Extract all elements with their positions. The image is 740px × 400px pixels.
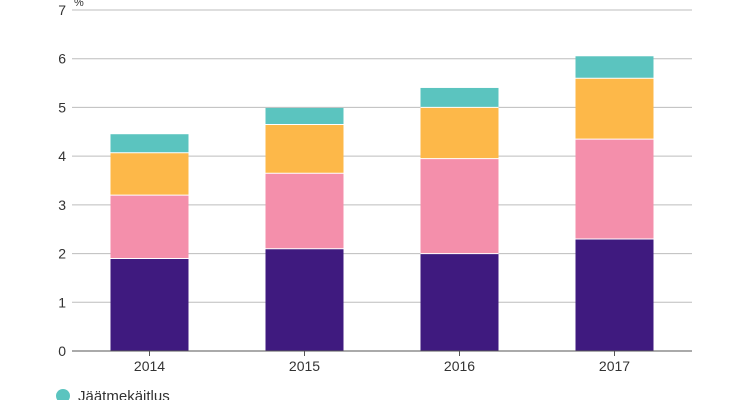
bar-segment-series-2 [575,139,654,239]
y-axis-unit: % [74,0,84,9]
bar-segment-series-2 [110,195,189,259]
bar-segment-series-3 [110,152,189,196]
bar-segment-series-3 [575,78,654,140]
y-tick-label: 6 [58,51,66,67]
y-tick-label: 0 [58,343,66,359]
legend-label: Jäätmekäitlus [78,388,170,400]
bar-segment-series-1 [575,238,654,351]
x-tick-label: 2015 [289,358,320,374]
bar-segment-series-3 [265,124,344,174]
bar-segment-series-4 [420,87,499,108]
legend-swatch [56,389,70,400]
x-tick-label: 2017 [599,358,630,374]
bar-segment-series-3 [420,107,499,159]
bar-segment-series-1 [110,258,189,351]
bars [110,56,654,351]
bar-segment-series-4 [110,134,189,153]
x-tick-label: 2016 [444,358,475,374]
y-axis: 0 1 2 3 4 5 6 7 [58,2,66,359]
y-tick-label: 2 [58,246,66,262]
bar-segment-series-1 [420,253,499,351]
bar-segment-series-1 [265,248,344,351]
x-axis: 2014 2015 2016 2017 [134,351,630,374]
y-tick-label: 7 [58,2,66,18]
y-tick-label: 4 [58,148,66,164]
bar-segment-series-2 [420,158,499,254]
y-tick-label: 1 [58,294,66,310]
legend: Jäätmekäitlus [56,388,170,400]
bar-segment-series-2 [265,173,344,249]
y-tick-label: 5 [58,99,66,115]
bar-segment-series-4 [265,107,344,125]
x-tick-label: 2014 [134,358,165,374]
y-tick-label: 3 [58,197,66,213]
bar-segment-series-4 [575,56,654,79]
